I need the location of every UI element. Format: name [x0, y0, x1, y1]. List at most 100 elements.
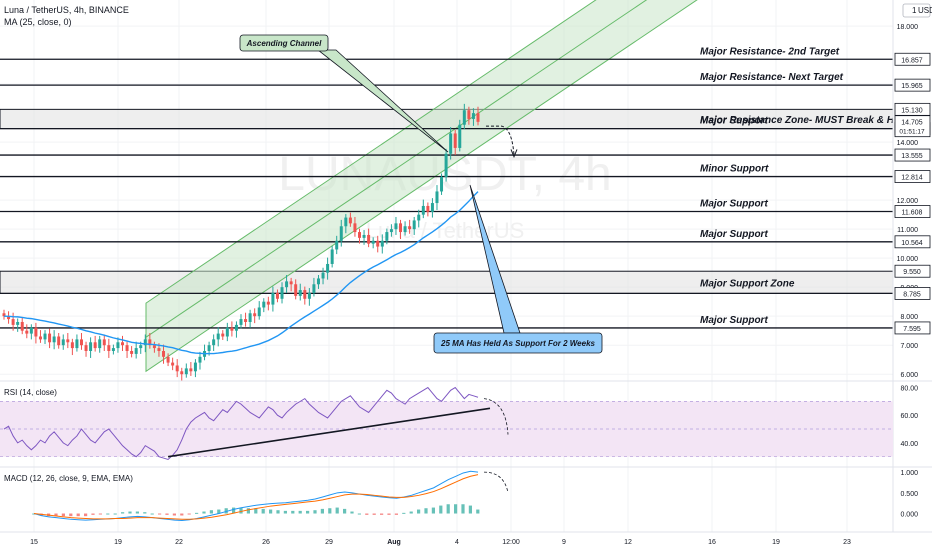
candle-body — [403, 226, 407, 233]
macd-label: MACD (12, 26, close, 9, EMA, EMA) — [4, 474, 133, 483]
level-price-tag — [894, 287, 931, 300]
level-price-tag — [894, 205, 931, 218]
candle-body — [467, 110, 471, 119]
candle-body — [294, 284, 298, 296]
candle-body — [367, 234, 371, 244]
level-text-2: Major Support — [700, 116, 768, 127]
macd-histogram-bar — [239, 507, 243, 514]
callouts[interactable]: Ascending Channel 25 MA Has Held As Suppo… — [239, 34, 603, 354]
candle-body — [111, 348, 115, 351]
projection-arrow — [486, 125, 515, 156]
macd-histogram-bar — [261, 508, 265, 514]
candle-body — [171, 362, 175, 366]
level-text-labels: Major Resistance- 2nd Target Major Resist… — [700, 46, 910, 326]
time-axis[interactable]: 15 19 22 26 29 Aug 4 12:00 9 12 16 19 23 — [0, 531, 932, 546]
level-text-5: Major Support — [700, 199, 768, 210]
currency-label[interactable]: USDT — [918, 6, 932, 15]
rsi-line — [3, 386, 479, 461]
x-tick-label: 19 — [114, 539, 122, 546]
candlesticks — [2, 103, 480, 382]
projection-arrowhead — [510, 149, 518, 158]
y-tick-label: 10.000 — [897, 256, 919, 263]
candle-body — [303, 290, 307, 299]
macd-pane[interactable]: MACD (12, 26, close, 9, EMA, EMA) 1.000 0.… — [0, 466, 932, 522]
callout-box-channel[interactable] — [239, 34, 329, 52]
candle-body — [271, 292, 275, 305]
signal-line — [33, 474, 479, 520]
macd-histogram-bar — [69, 513, 73, 517]
candle-body — [84, 345, 88, 351]
candle-body — [16, 321, 20, 325]
rsi-trendline — [167, 407, 491, 458]
channel-band[interactable] — [145, 0, 770, 373]
candle-body — [2, 313, 6, 317]
chart-header: Luna / TetherUS, 4h, BINANCE MA (25, clo… — [4, 5, 932, 27]
price-levels — [0, 58, 893, 329]
macd-histogram-bar — [158, 513, 162, 515]
candle-body — [385, 232, 389, 241]
candle-body — [70, 342, 74, 349]
macd-histogram-bar — [150, 513, 154, 515]
currency-badge[interactable] — [902, 3, 931, 18]
macd-histogram-bar — [424, 508, 428, 514]
candle-body — [266, 301, 270, 305]
candle-body — [61, 339, 65, 346]
macd-histogram-bar — [454, 504, 458, 514]
candle-body — [20, 321, 24, 331]
symbol-title: Luna / TetherUS, 4h, BINANCE — [4, 5, 129, 15]
macd-histogram-bar — [224, 508, 228, 514]
candle-body — [326, 263, 330, 273]
macd-histogram-bar — [121, 512, 125, 514]
candle-body — [98, 339, 102, 349]
macd-histogram-bar — [291, 510, 295, 514]
level-price-tag — [894, 235, 931, 249]
candle-body — [34, 327, 38, 337]
y-tick-label: 18.000 — [897, 24, 919, 31]
candle-body — [280, 287, 284, 299]
callout-box-ma[interactable] — [433, 332, 603, 354]
candle-body — [175, 365, 179, 372]
candle-body — [312, 284, 316, 293]
level-price-label: 12.814 — [901, 175, 923, 182]
macd-histogram-bar — [76, 513, 80, 517]
y-tick-label: 6.000 — [900, 372, 918, 379]
candle-body — [421, 205, 425, 215]
candle-body — [353, 223, 357, 233]
x-tick-label: 9 — [562, 539, 566, 546]
candle-body — [248, 313, 252, 322]
candle-body — [244, 319, 248, 322]
candle-body — [298, 290, 302, 296]
rsi-y-tick: 40.00 — [900, 441, 918, 448]
candle-body — [221, 333, 225, 337]
candle-body — [52, 336, 56, 343]
level-price-label: 13.555 — [901, 153, 923, 160]
candle-body — [348, 217, 352, 224]
macd-histogram-bar — [461, 504, 465, 514]
candle-body — [11, 319, 15, 325]
level-price-tag — [894, 321, 931, 335]
x-tick-label: 16 — [708, 539, 716, 546]
macd-y-tick: 0.500 — [900, 491, 918, 498]
callout-text-channel: Ascending Channel — [246, 39, 322, 48]
rsi-pane[interactable]: RSI (14, close) 80.00 60.00 40.00 — [0, 380, 932, 461]
candle-body — [234, 324, 238, 331]
macd-histogram-bar — [439, 505, 443, 514]
candle-body — [75, 339, 79, 349]
candle-body — [462, 110, 466, 125]
macd-histogram-bar — [269, 509, 273, 514]
candle-body — [440, 176, 444, 192]
candle-body — [166, 356, 170, 363]
candle-body — [207, 345, 211, 351]
level-text-1: Major Resistance- Next Target — [700, 72, 844, 83]
ascending-channel[interactable] — [145, 0, 770, 373]
macd-y-tick: 1.000 — [900, 470, 918, 477]
level-price-tag — [894, 52, 931, 66]
macd-histogram-bar — [217, 509, 221, 514]
macd-histogram-bar — [209, 510, 213, 514]
price-axis[interactable]: 18.00016.00014.00012.00011.00010.0009.00… — [892, 0, 932, 532]
zone-text-0: Major Resistance Zone- MUST Break & Hold — [700, 115, 910, 126]
macd-histogram-bar — [343, 508, 347, 514]
x-tick-label: 19 — [772, 539, 780, 546]
macd-histogram-bar — [335, 507, 339, 514]
